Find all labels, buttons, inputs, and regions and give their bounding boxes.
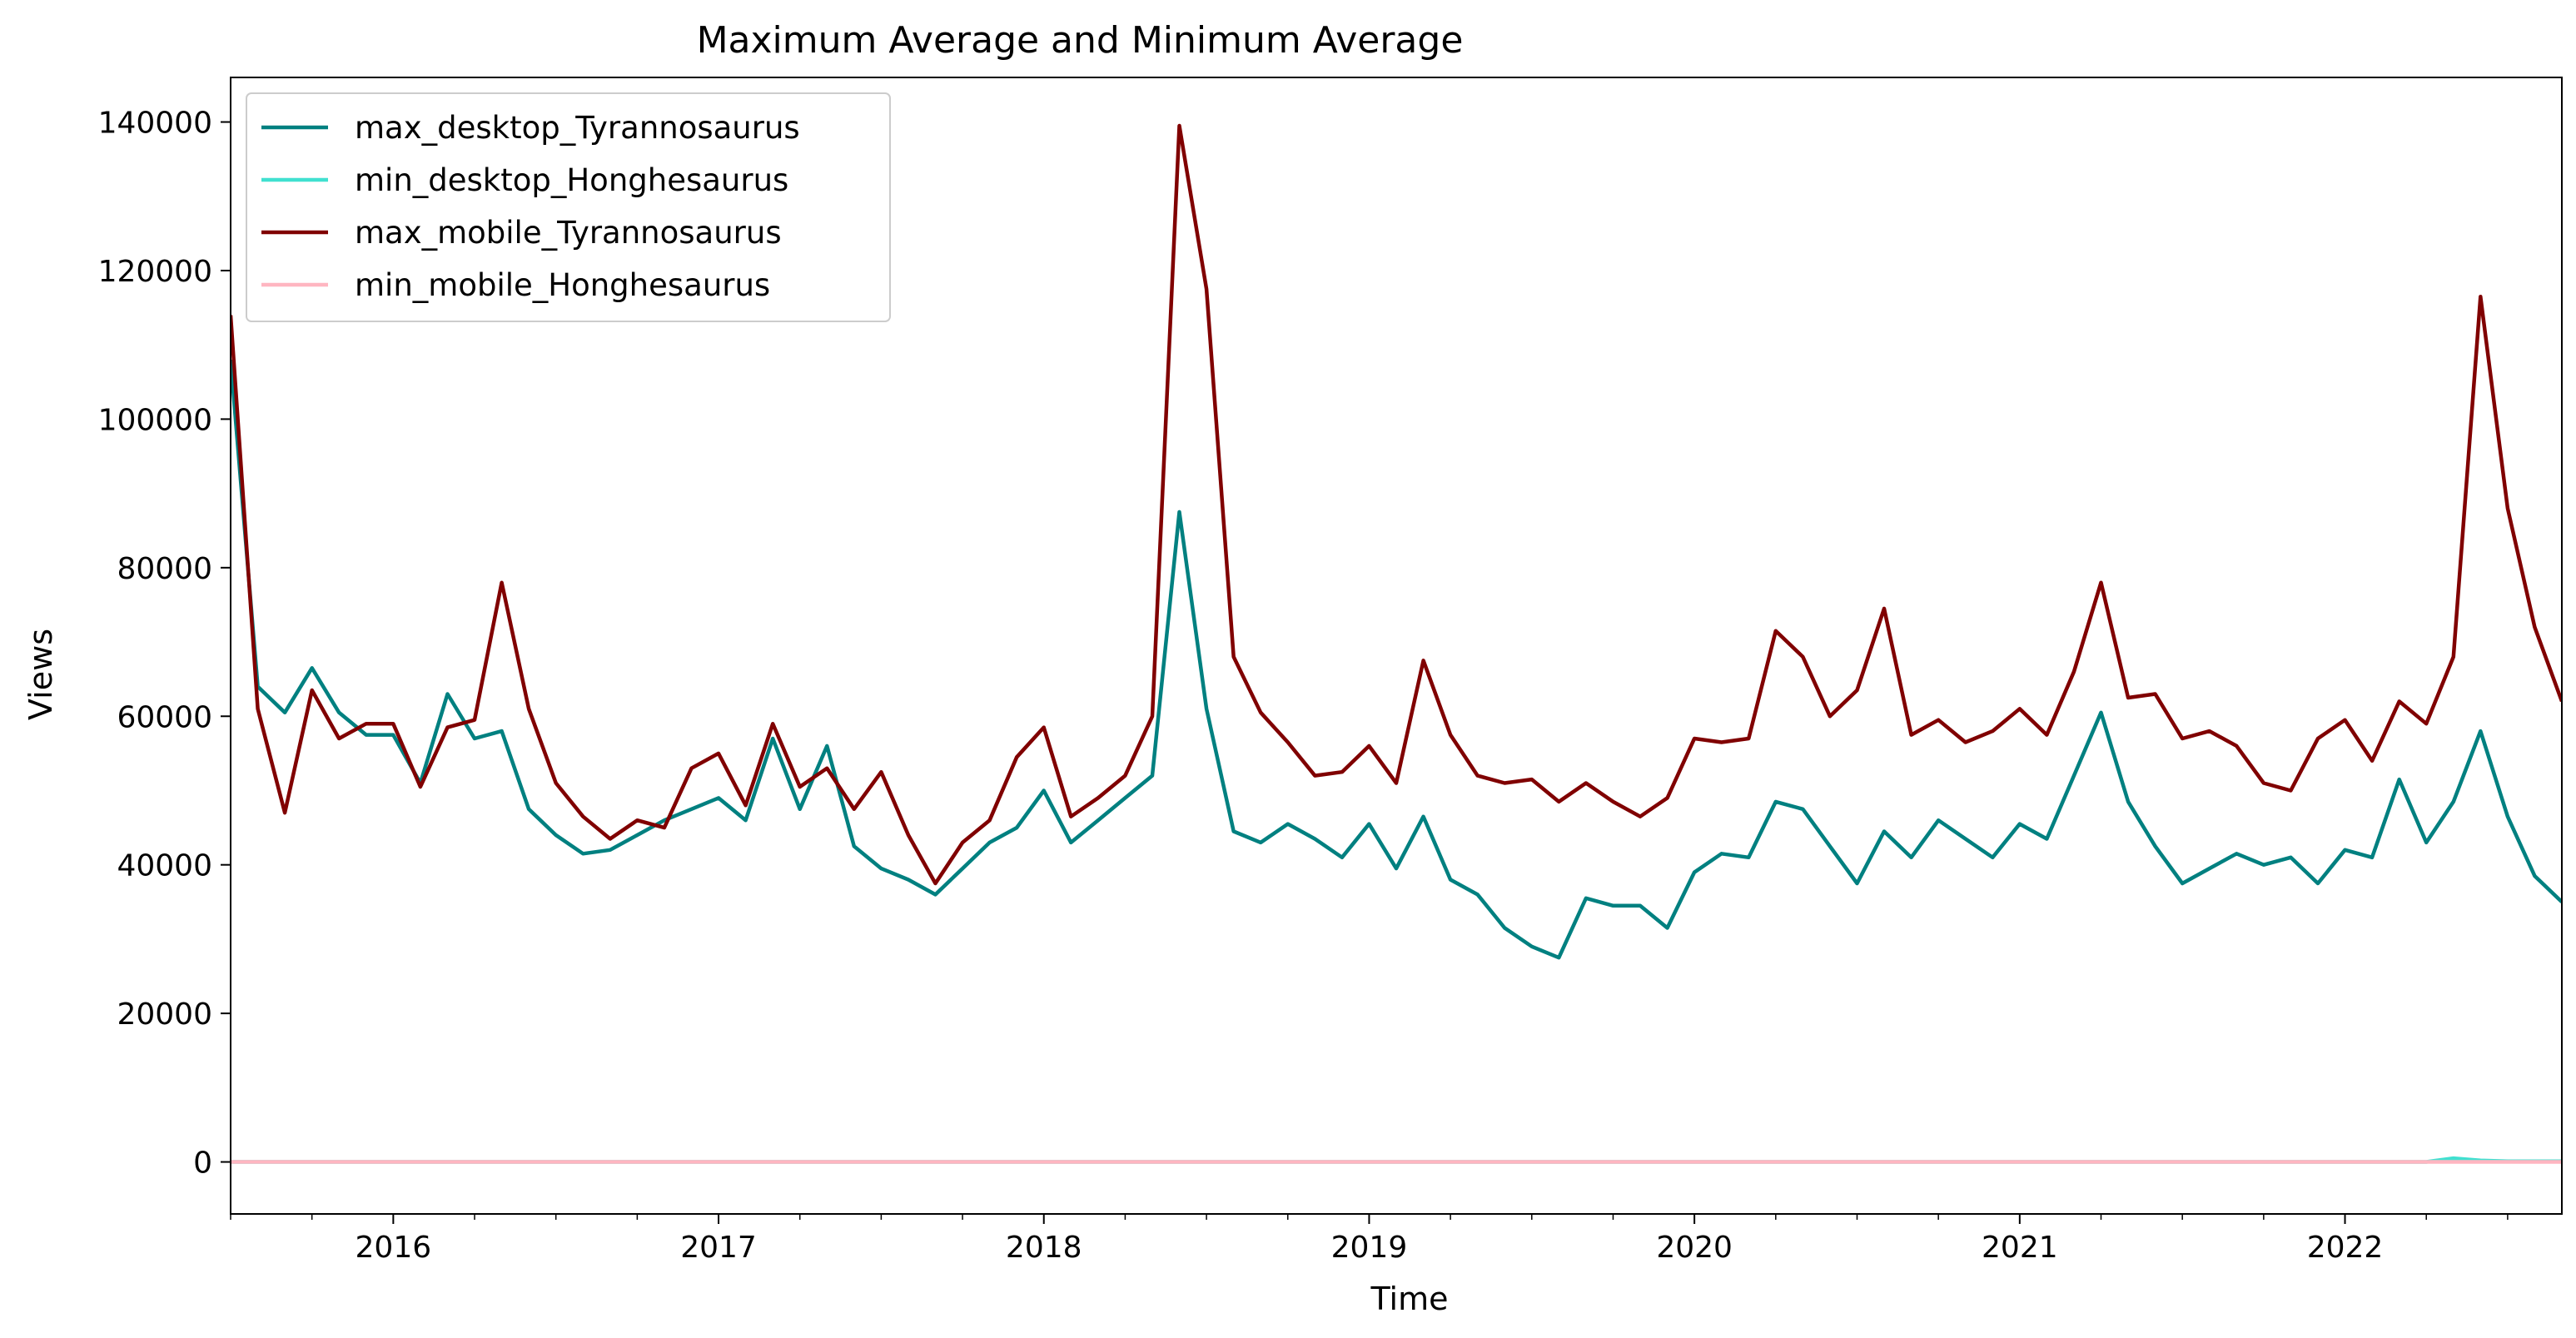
series-line-max-mobile-tyrannosaurus (231, 123, 2562, 886)
x-tick-label: 2018 (1006, 1231, 1082, 1265)
y-axis-label: Views (22, 629, 59, 720)
legend: max_desktop_Tyrannosaurus min_desktop_Hon… (246, 92, 891, 322)
legend-entry-label: min_desktop_Honghesaurus (355, 162, 788, 198)
x-axis-label: Time (1370, 1281, 1449, 1317)
series-layer (231, 123, 2562, 1164)
x-tick-label: 2022 (2307, 1231, 2384, 1265)
y-tick-label: 80000 (117, 552, 212, 586)
x-tick-label: 2016 (356, 1231, 432, 1265)
legend-entry-label: max_desktop_Tyrannosaurus (355, 110, 800, 146)
x-tick-label: 2020 (1656, 1231, 1733, 1265)
y-tick-label: 100000 (98, 403, 212, 437)
y-tick-label: 140000 (98, 107, 212, 141)
legend-entry-label: max_mobile_Tyrannosaurus (355, 215, 782, 251)
axes-layer: 0 20000 40000 60000 80000 100000 120000 140000 2… (98, 77, 2563, 1265)
legend-entry-label: min_mobile_Honghesaurus (355, 267, 770, 303)
plot-frame (230, 77, 2563, 1215)
x-tick-label: 2017 (680, 1231, 757, 1265)
chart-title: Maximum Average and Minimum Average (697, 19, 1464, 62)
y-tick-label: 120000 (98, 255, 212, 289)
y-tick-label: 20000 (117, 997, 212, 1032)
y-tick-label: 40000 (117, 849, 212, 883)
legend-box (246, 92, 891, 322)
y-tick-label: 60000 (117, 700, 212, 734)
y-tick-label: 0 (193, 1147, 212, 1181)
x-tick-label: 2021 (1982, 1231, 2058, 1265)
x-tick-label: 2019 (1331, 1231, 1408, 1265)
series-line-max-desktop-tyrannosaurus (231, 359, 2562, 960)
